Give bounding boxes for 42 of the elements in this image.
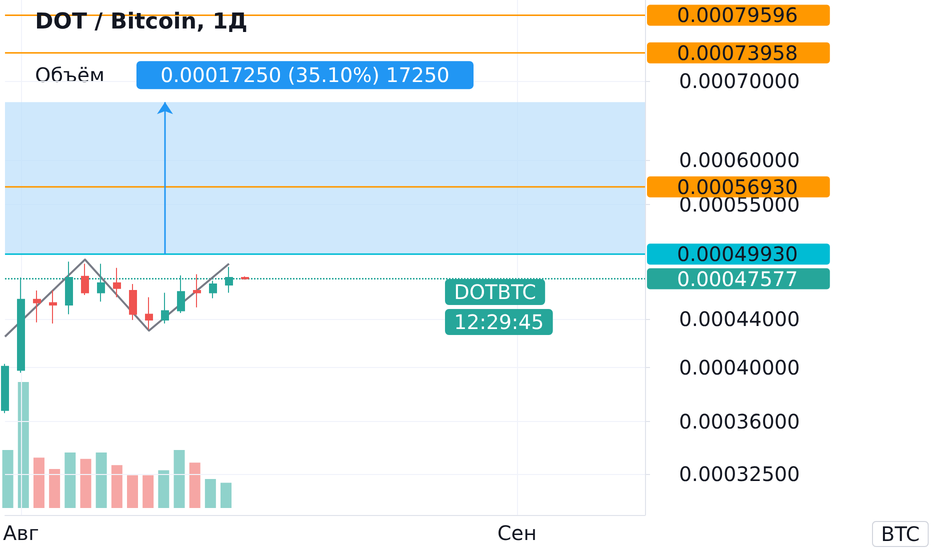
y-tick-label: 0.00036000 xyxy=(679,410,800,434)
bar xyxy=(33,458,44,508)
annotation: 12:29:45 xyxy=(454,310,544,334)
ref-line-label: 0.00049930 xyxy=(677,242,798,266)
bar xyxy=(49,468,60,508)
bar xyxy=(204,479,216,508)
candlestick xyxy=(193,274,201,308)
line-series xyxy=(4,258,230,338)
candlestick xyxy=(33,290,41,323)
bar xyxy=(220,482,232,508)
y-tick-label: 0.00040000 xyxy=(679,356,800,380)
y-tick-label: 0.00032500 xyxy=(679,462,800,486)
ref-line-label: 0.00073958 xyxy=(677,40,798,65)
y-tick-label: 0.00060000 xyxy=(679,148,800,172)
ref-line-label: 0.00047577 xyxy=(677,266,798,291)
annotation: DOTBTC xyxy=(454,280,536,304)
y-tick-label: 0.00044000 xyxy=(679,306,800,331)
chart-title: DOT / Bitcoin, 1Д xyxy=(35,10,248,34)
bar xyxy=(189,462,200,508)
candlestick xyxy=(1,363,9,414)
bar xyxy=(80,458,92,508)
annotation: 0.00017250 (35.10%) 17250 xyxy=(160,63,450,88)
candlestick xyxy=(145,296,153,330)
bar xyxy=(142,475,154,508)
bar xyxy=(111,465,122,508)
ref-line-label: 0.00079596 xyxy=(677,3,798,28)
candlestick xyxy=(161,292,169,324)
candlestick xyxy=(81,263,89,296)
bar xyxy=(158,470,170,508)
text: BTC xyxy=(881,522,920,546)
bar xyxy=(96,452,107,508)
bar xyxy=(174,450,185,508)
candlestick xyxy=(241,276,249,280)
x-tick-label: Сен xyxy=(497,521,537,545)
bar xyxy=(2,450,14,508)
x-tick-label: Авг xyxy=(2,521,39,545)
bar xyxy=(64,452,76,508)
candlestick xyxy=(49,290,57,324)
candlestick xyxy=(129,283,137,321)
candlestick xyxy=(113,267,121,298)
y-tick-label: 0.00070000 xyxy=(679,69,800,94)
bar xyxy=(126,475,138,508)
